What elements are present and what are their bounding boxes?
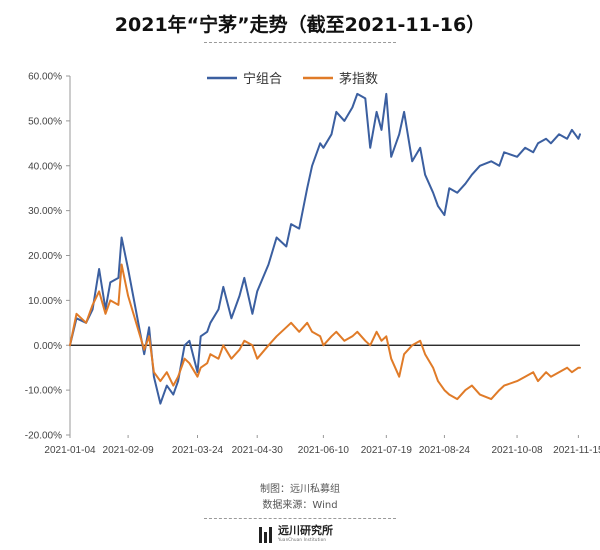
y-tick-label: 30.00% (28, 206, 62, 217)
chart-legend: 宁组合 茅指数 (207, 71, 378, 87)
x-tick-label: 2021-03-24 (172, 445, 224, 456)
source-text: 数据来源：Wind (262, 500, 338, 511)
x-tick-label: 2021-08-24 (419, 445, 471, 456)
legend-label: 宁组合 (243, 71, 282, 87)
brand-logo: 远川研究所 YuanChuan Institution (259, 525, 333, 543)
credit-text: 制图：远川私募组 (260, 484, 340, 495)
line-chart: -20.00% -10.00% 0.00% 10.00% 20.00% 30.00% 40.… (25, 71, 600, 456)
x-tick-label: 2021-06-10 (298, 445, 350, 456)
y-tick-label: 10.00% (28, 296, 62, 307)
y-tick-label: 0.00% (34, 341, 62, 352)
x-tick-label: 2021-07-19 (361, 445, 413, 456)
legend-label: 茅指数 (339, 72, 378, 87)
y-axis: -20.00% -10.00% 0.00% 10.00% 20.00% 30.00% 40.… (25, 72, 71, 442)
x-tick-label: 2021-02-09 (103, 445, 155, 456)
series-line-ning (69, 92, 581, 405)
x-tick-label: 2021-10-08 (491, 445, 543, 456)
y-tick-label: 60.00% (28, 72, 62, 83)
legend-item: 茅指数 (303, 72, 378, 87)
y-tick-label: -20.00% (25, 431, 62, 442)
x-tick-label: 2021-04-30 (232, 445, 284, 456)
series-layer (69, 92, 581, 405)
y-tick-label: -10.00% (25, 386, 62, 397)
logo-text: 远川研究所 (278, 524, 333, 537)
chart-title: 2021年“宁茅”走势（截至2021-11-16） (114, 14, 486, 36)
y-tick-label: 40.00% (28, 161, 62, 172)
logo-subtext: YuanChuan Institution (278, 537, 327, 542)
logo-bars-icon (259, 525, 274, 543)
title-divider (204, 42, 396, 43)
x-tick-label: 2021-11-15 (553, 445, 600, 456)
footer-divider (204, 518, 396, 519)
y-tick-label: 20.00% (28, 251, 62, 262)
y-tick-label: 50.00% (28, 116, 62, 127)
x-tick-label: 2021-01-04 (44, 445, 96, 456)
legend-item: 宁组合 (207, 71, 282, 87)
series-line-mao (69, 263, 581, 401)
x-axis: 2021-01-04 2021-02-09 2021-03-24 2021-04-30… (44, 344, 600, 456)
